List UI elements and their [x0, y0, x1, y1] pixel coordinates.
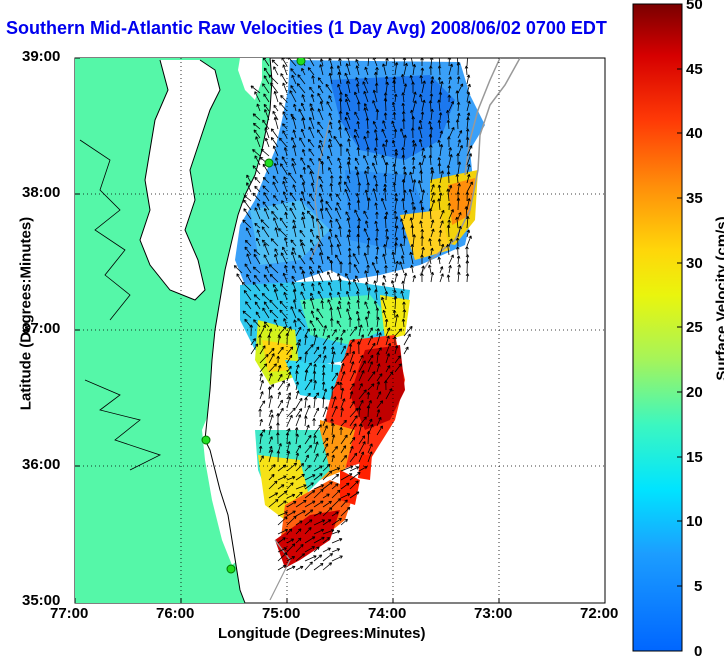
- colorbar-tick-label: 35: [686, 190, 703, 207]
- colorbar-tick-label: 20: [686, 384, 703, 401]
- colorbar-tick-label: 15: [686, 449, 703, 466]
- x-axis-label: Longitude (Degrees:Minutes): [218, 625, 426, 642]
- ytick-label: 39:00: [22, 48, 60, 65]
- colorbar-tick-label: 5: [694, 578, 702, 595]
- colorbar-tick-label: 40: [686, 125, 703, 142]
- xtick-label: 72:00: [580, 605, 618, 622]
- colorbar-tick-label: 30: [686, 255, 703, 272]
- colorbar-tick-label: 45: [686, 61, 703, 78]
- colorbar-tick-label: 10: [686, 513, 703, 530]
- colorbar-label: Surface Velocity (cm/s): [714, 199, 724, 399]
- station-marker: [202, 436, 210, 444]
- colorbar-tick-label: 50: [686, 0, 703, 13]
- xtick-label: 73:00: [474, 605, 512, 622]
- ytick-label: 38:00: [22, 184, 60, 201]
- colorbar-tick-label: 25: [686, 319, 703, 336]
- station-marker: [227, 565, 235, 573]
- station-marker: [265, 159, 273, 167]
- station-marker: [297, 57, 305, 65]
- colorbar-tick-label: 0: [694, 643, 702, 660]
- xtick-label: 74:00: [368, 605, 406, 622]
- y-axis-label: Latitude (Degrees:Minutes): [18, 214, 35, 414]
- ytick-label: 36:00: [22, 456, 60, 473]
- xtick-label: 77:00: [50, 605, 88, 622]
- xtick-label: 76:00: [156, 605, 194, 622]
- xtick-label: 75:00: [262, 605, 300, 622]
- colorbar: [633, 4, 682, 651]
